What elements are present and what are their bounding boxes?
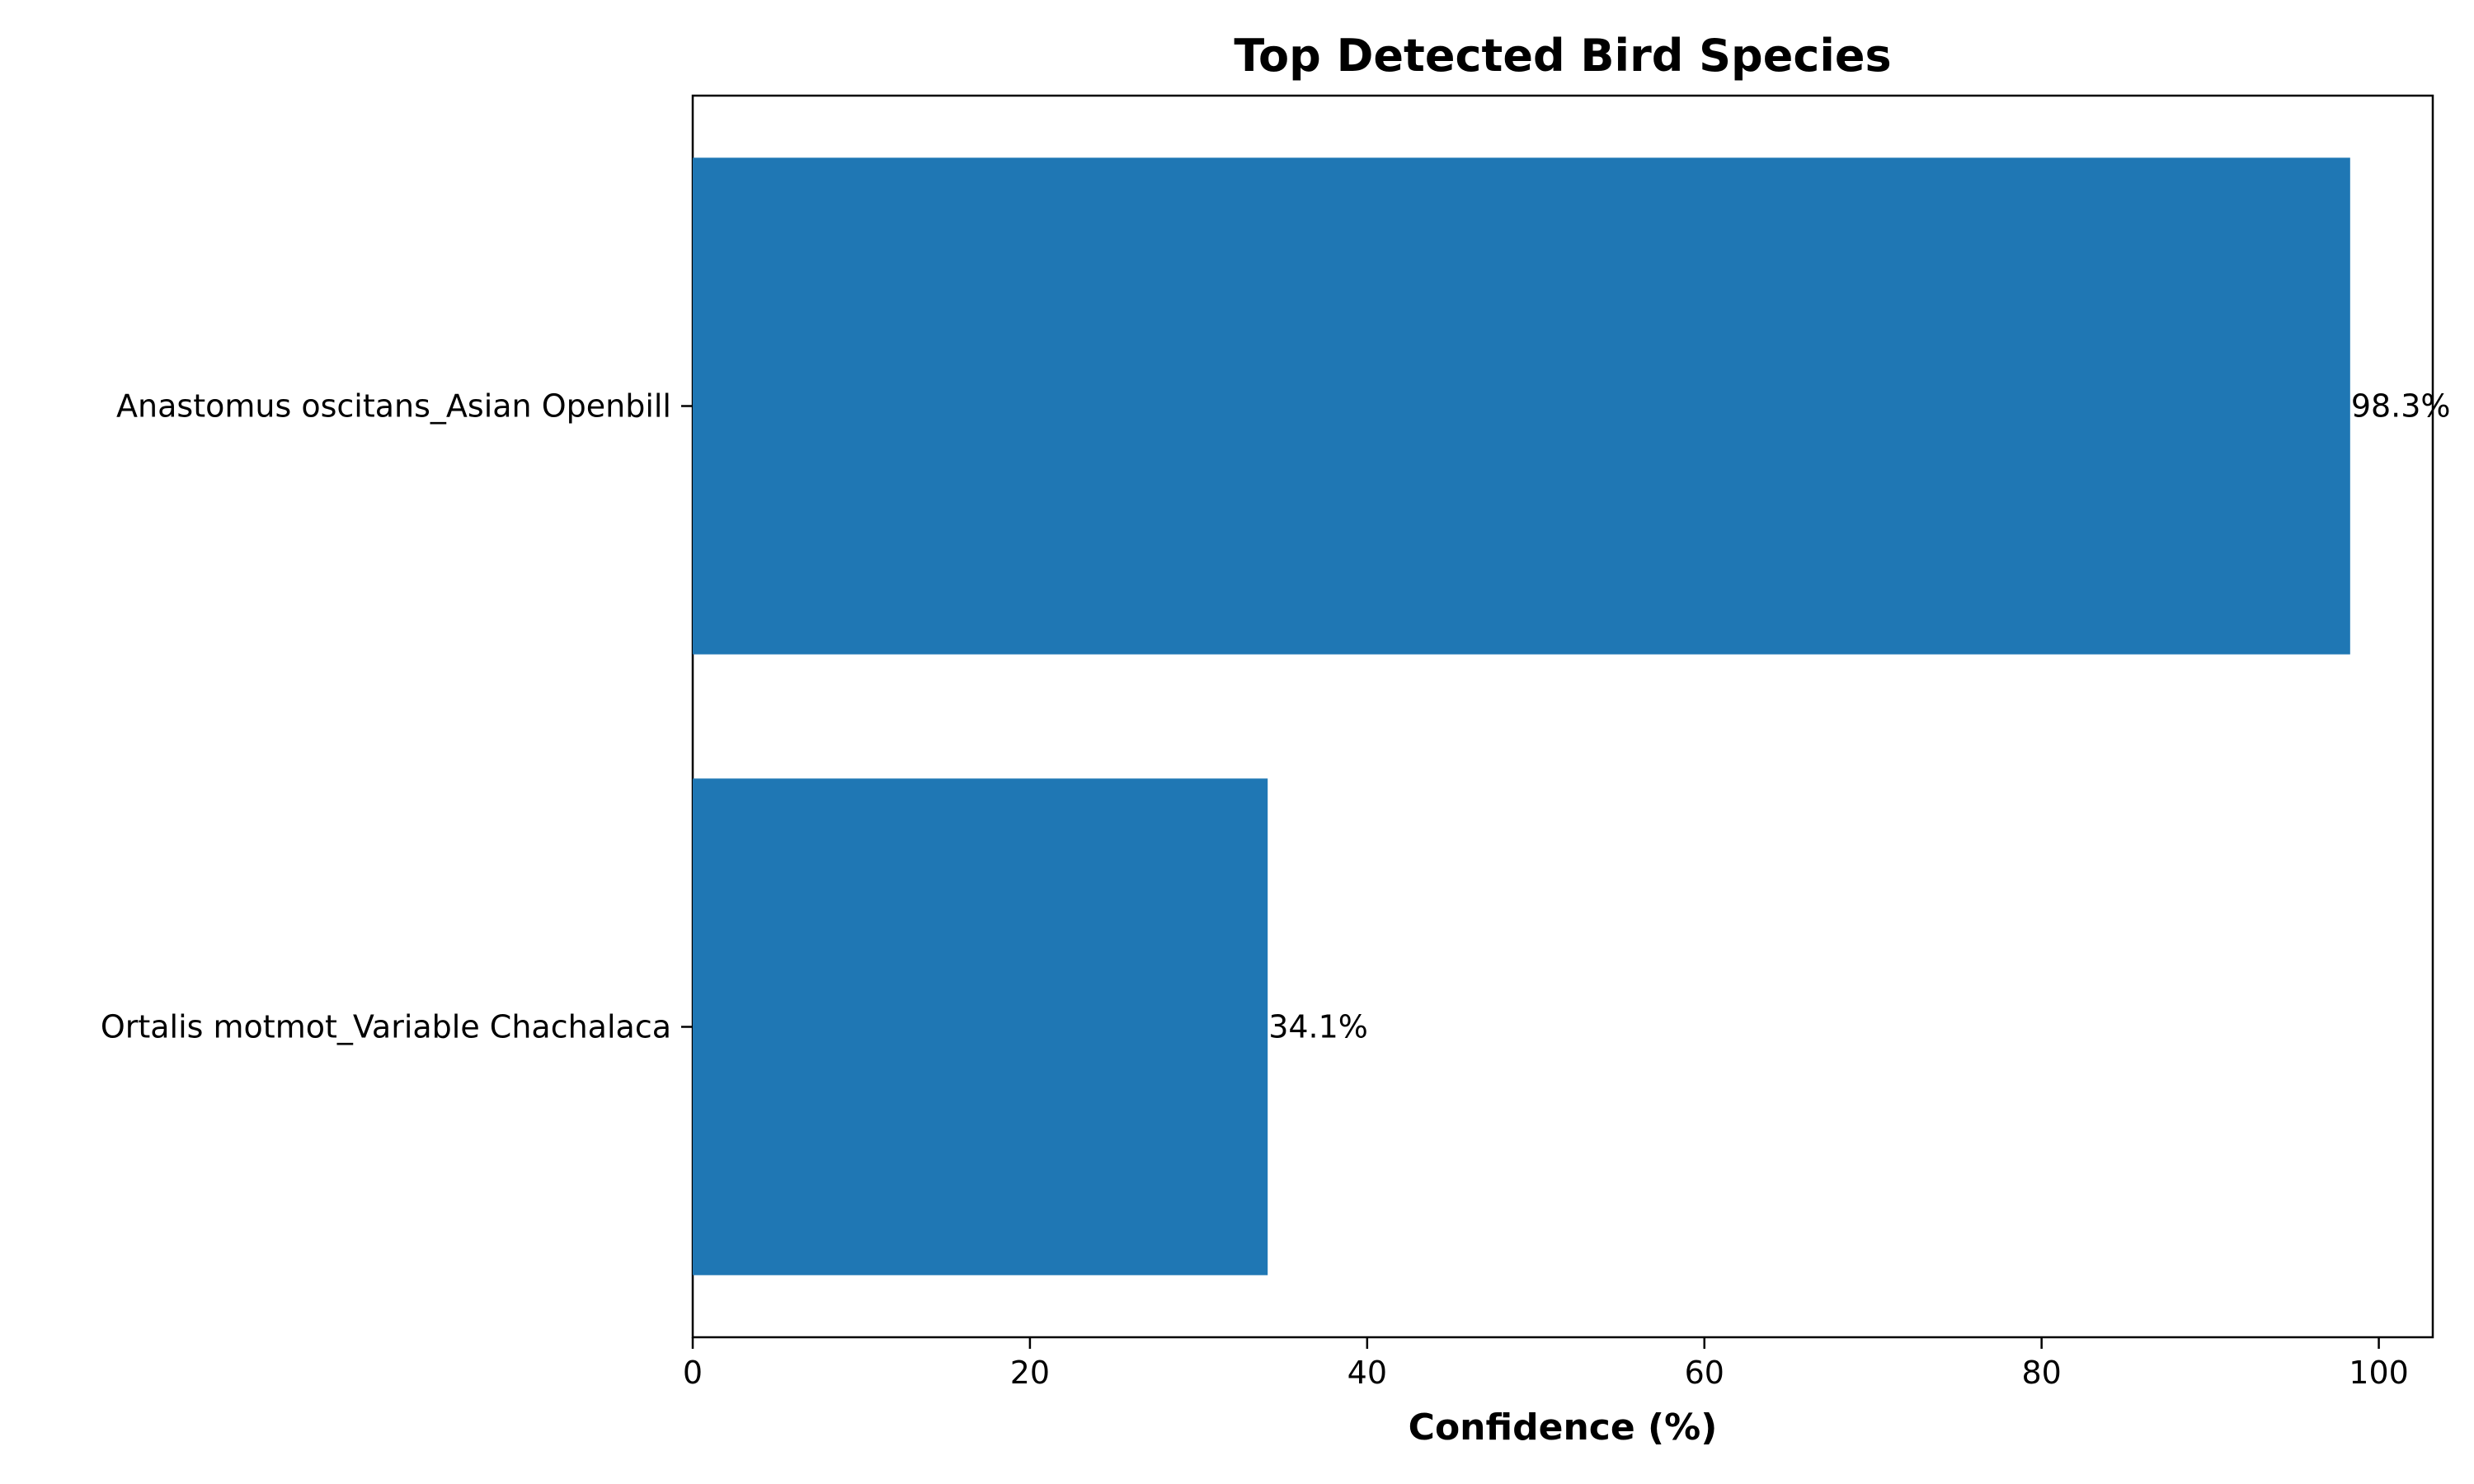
- bar: [693, 778, 1268, 1275]
- x-tick-label: 0: [683, 1355, 703, 1391]
- x-tick-label: 60: [1685, 1355, 1724, 1391]
- data-labels: 98.3% 34.1%: [1268, 388, 2450, 1045]
- x-tick-label: 100: [2349, 1355, 2409, 1391]
- x-axis-label: Confidence (%): [1409, 1407, 1718, 1449]
- y-axis: Anastomus oscitans_Asian Openbill Ortalis…: [101, 388, 693, 1045]
- x-tick-label: 80: [2021, 1355, 2061, 1391]
- plot-area: [691, 94, 2434, 1339]
- bar: [693, 157, 2350, 655]
- y-tick-label: Ortalis motmot_Variable Chachalaca: [101, 1009, 671, 1045]
- data-label: 98.3%: [2351, 388, 2451, 425]
- x-tick-label: 40: [1348, 1355, 1387, 1391]
- bar-series: [693, 157, 2350, 1275]
- axes-frame: [691, 94, 2434, 1339]
- chart-title: Top Detected Bird Species: [1234, 30, 1891, 82]
- x-tick-label: 20: [1010, 1355, 1050, 1391]
- x-axis: 0 20 40 60 80 100: [683, 1337, 2409, 1391]
- data-label: 34.1%: [1268, 1009, 1368, 1045]
- y-tick-label: Anastomus oscitans_Asian Openbill: [116, 388, 671, 425]
